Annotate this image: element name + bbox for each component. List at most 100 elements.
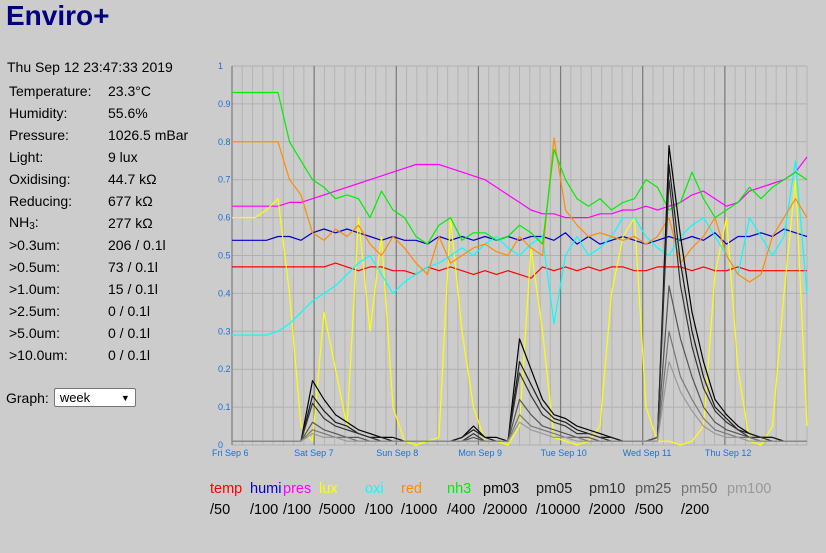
y-tick-label: 0.7 xyxy=(218,175,231,185)
reading-value-nh3: 277 kΩ xyxy=(108,215,153,231)
reading-row: Pressure: 1026.5 mBar xyxy=(9,124,188,146)
legend-scale-pres: /100 xyxy=(283,502,312,518)
legend-names-row: temp humi pres lux oxi red nh3 pm03 pm05 pm10 pm25… xyxy=(210,479,777,500)
app-title: Enviro+ xyxy=(6,0,110,31)
sensor-chart: 0 0.1 0.2 0.3 0.4 0.5 0.6 0.7 0.8 0.9 1 Fri Sep 6 Sa… xyxy=(212,61,808,458)
legend-scale-pm10: /2000 xyxy=(589,502,626,518)
y-tick-label: 0.6 xyxy=(218,213,231,223)
reading-row: >10.0um: 0 / 0.1l xyxy=(9,344,188,366)
reading-label-light: Light: xyxy=(9,149,44,165)
legend-scale-red: /1000 xyxy=(401,502,438,518)
y-tick-label: 0.4 xyxy=(218,288,231,298)
nh3-label-subscript: 3 xyxy=(29,221,35,232)
reading-label-pm25: >2.5um: xyxy=(9,303,60,319)
reading-label-nh3: NH3: xyxy=(9,212,108,234)
series-line-pm25 xyxy=(232,285,807,442)
legend-scale-humi: /100 xyxy=(250,502,279,518)
reading-value-pm25: 0 / 0.1l xyxy=(108,303,151,319)
reading-row: Temperature: 23.3°C xyxy=(9,80,188,102)
y-tick-label: 0.8 xyxy=(218,137,231,147)
series-line-temp xyxy=(232,262,807,279)
legend-scale-pm50: /200 xyxy=(681,502,710,518)
legend-name-humi: humi xyxy=(250,481,282,497)
nh3-label-main: NH xyxy=(9,214,30,230)
reading-value-pm100: 0 / 0.1l xyxy=(108,347,151,363)
series-line-red xyxy=(232,137,808,283)
reading-row: >0.5um: 73 / 0.1l xyxy=(9,256,188,278)
legend-name-pm25: pm25 xyxy=(635,481,672,497)
x-tick-label: Thu Sep 12 xyxy=(705,448,752,458)
legend-scale-pm25: /500 xyxy=(635,502,664,518)
reading-value-humidity: 55.6% xyxy=(108,105,148,121)
reading-row: >5.0um: 0 / 0.1l xyxy=(9,322,188,344)
graph-period-select[interactable]: week ▼ xyxy=(53,388,136,407)
legend-name-pm03: pm03 xyxy=(483,481,520,497)
reading-value-pm50: 0 / 0.1l xyxy=(108,325,151,341)
series-line-lux xyxy=(232,179,808,446)
legend-name-lux: lux xyxy=(319,481,338,497)
legend-scales-row: /50/100/100/5000/100/1000/400/20000/1000… xyxy=(210,500,777,521)
y-tick-label: 1 xyxy=(218,61,223,71)
y-tick-label: 0.3 xyxy=(218,326,231,336)
reading-label-pm50: >5.0um: xyxy=(9,325,60,341)
x-tick-label: Sat Sep 7 xyxy=(294,448,334,458)
reading-value-pressure: 1026.5 mBar xyxy=(108,127,189,143)
reading-label-humidity: Humidity: xyxy=(9,105,68,121)
reading-label-pressure: Pressure: xyxy=(9,127,69,143)
readings-table: Temperature: 23.3°C Humidity: 55.6% Pres… xyxy=(9,80,188,366)
chart-legend: temp humi pres lux oxi red nh3 pm03 pm05 pm10 pm25… xyxy=(210,479,777,521)
legend-name-pm10: pm10 xyxy=(589,481,626,497)
y-tick-label: 0 xyxy=(218,440,223,450)
reading-label-pm03: >0.3um: xyxy=(9,237,60,253)
legend-name-oxi: oxi xyxy=(365,481,384,497)
reading-label-pm05: >0.5um: xyxy=(9,259,60,275)
reading-value-light: 9 lux xyxy=(108,149,138,165)
reading-value-reducing: 677 kΩ xyxy=(108,193,153,209)
timestamp: Thu Sep 12 23:47:33 2019 xyxy=(7,59,173,75)
reading-row: Oxidising: 44.7 kΩ xyxy=(9,168,188,190)
legend-name-red: red xyxy=(401,481,422,497)
graph-period-value: week xyxy=(59,390,91,405)
reading-value-pm03: 206 / 0.1l xyxy=(108,237,166,253)
x-tick-label: Wed Sep 11 xyxy=(623,448,672,458)
series-line-humi xyxy=(232,228,808,245)
reading-row: >1.0um: 15 / 0.1l xyxy=(9,278,188,300)
chevron-down-icon: ▼ xyxy=(120,392,130,403)
reading-label-pm100: >10.0um: xyxy=(9,347,68,363)
x-tick-label: Fri Sep 6 xyxy=(212,448,249,458)
legend-name-pm50: pm50 xyxy=(681,481,718,497)
series-line-pm05 xyxy=(232,163,807,442)
legend-scale-oxi: /100 xyxy=(365,502,394,518)
series-line-pm50 xyxy=(232,330,807,442)
reading-value-pm10: 15 / 0.1l xyxy=(108,281,158,297)
y-tick-label: 0.2 xyxy=(218,364,231,374)
legend-scale-pm03: /20000 xyxy=(483,502,528,518)
graph-control: Graph: week ▼ xyxy=(6,388,136,407)
reading-row: NH3: 277 kΩ xyxy=(9,212,188,234)
reading-label-temperature: Temperature: xyxy=(9,83,92,99)
reading-row: >2.5um: 0 / 0.1l xyxy=(9,300,188,322)
reading-row: Reducing: 677 kΩ xyxy=(9,190,188,212)
legend-scale-lux: /5000 xyxy=(319,502,356,518)
reading-label-reducing: Reducing: xyxy=(9,193,73,209)
x-tick-label: Sun Sep 8 xyxy=(376,448,418,458)
series-line-pres xyxy=(232,156,808,219)
reading-label-oxidising: Oxidising: xyxy=(9,171,71,187)
series-line-oxi xyxy=(232,160,808,336)
legend-name-pres: pres xyxy=(283,481,312,497)
reading-row: Light: 9 lux xyxy=(9,146,188,168)
reading-label-pm10: >1.0um: xyxy=(9,281,60,297)
legend-scale-temp: /50 xyxy=(210,502,231,518)
legend-name-nh3: nh3 xyxy=(447,481,472,497)
reading-row: Humidity: 55.6% xyxy=(9,102,188,124)
series-line-nh3 xyxy=(232,91,808,245)
reading-value-pm05: 73 / 0.1l xyxy=(108,259,158,275)
legend-scale-pm05: /10000 xyxy=(536,502,581,518)
legend-scale-nh3: /400 xyxy=(447,502,476,518)
graph-label: Graph: xyxy=(6,389,49,406)
y-tick-label: 0.9 xyxy=(218,99,231,109)
legend-name-pm100: pm100 xyxy=(727,481,772,497)
legend-name-temp: temp xyxy=(210,481,243,497)
series-line-pm10 xyxy=(232,179,807,442)
y-tick-label: 0.1 xyxy=(218,402,231,412)
